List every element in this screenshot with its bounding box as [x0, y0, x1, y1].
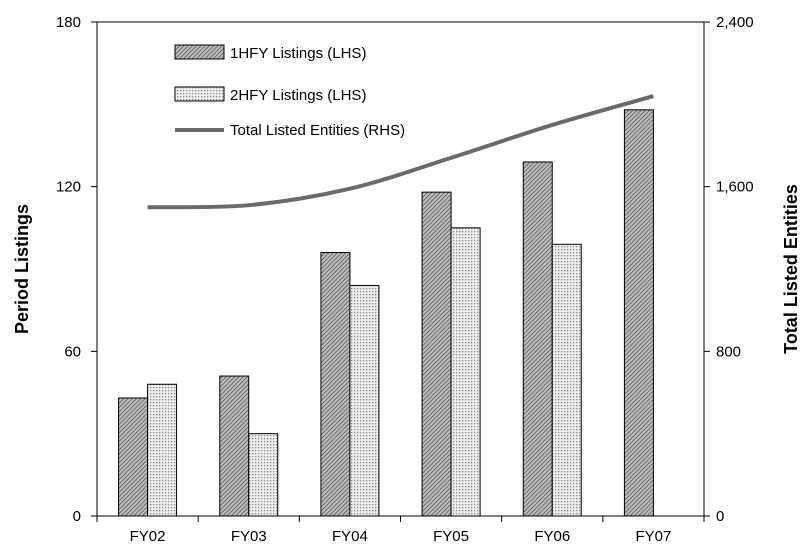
bar-2hfy-fy05 [450, 227, 481, 517]
left-axis-title: Period Listings [12, 204, 32, 334]
bar-1hfy-fy05 [421, 191, 452, 517]
right-tick-label: 1,600 [716, 179, 754, 196]
right-tick-label: 800 [716, 343, 741, 360]
legend-swatch-2hfy [174, 86, 225, 102]
legend-label-1hfy: 1HFY Listings (LHS) [230, 45, 366, 62]
x-tick-label-fy02: FY02 [130, 528, 166, 545]
bar-2hfy-fy03 [248, 433, 279, 517]
x-tick-label-fy05: FY05 [433, 528, 469, 545]
line-layer [147, 94, 654, 210]
right-axis: 0 800 1,600 2,400 [704, 14, 754, 525]
bar-2hfy-fy06 [551, 243, 582, 517]
bar-1hfy-fy04 [320, 252, 351, 517]
left-tick-label: 120 [56, 179, 81, 196]
right-tick-label: 0 [716, 508, 724, 525]
legend-swatch-1hfy [174, 44, 225, 60]
x-tick-label-fy04: FY04 [332, 528, 368, 545]
bar-1hfy-fy07 [623, 109, 654, 517]
right-axis-title: Total Listed Entities [781, 184, 801, 354]
bar-2hfy-fy02 [147, 383, 178, 517]
left-tick-label: 60 [64, 343, 81, 360]
x-tick-label-fy06: FY06 [534, 528, 570, 545]
left-tick-label: 0 [73, 508, 81, 525]
x-axis: FY02 FY03 FY04 FY05 FY06 FY07 [96, 516, 705, 545]
bar-2hfy-fy04 [349, 284, 380, 517]
x-tick-label-fy07: FY07 [635, 528, 671, 545]
legend-label-2hfy: 2HFY Listings (LHS) [230, 87, 366, 104]
bar-1hfy-fy02 [118, 397, 149, 517]
legend-label-total: Total Listed Entities (RHS) [230, 122, 405, 139]
right-tick-label: 2,400 [716, 14, 754, 31]
legend: 1HFY Listings (LHS) 2HFY Listings (LHS) … [174, 44, 405, 139]
bar-1hfy-fy06 [522, 161, 553, 517]
x-tick-label-fy03: FY03 [231, 528, 267, 545]
bars [118, 109, 654, 517]
line-total-listed-entities [147, 94, 654, 210]
left-axis: 0 60 120 180 [56, 14, 97, 525]
left-tick-label: 180 [56, 14, 81, 31]
bar-1hfy-fy03 [219, 375, 250, 517]
